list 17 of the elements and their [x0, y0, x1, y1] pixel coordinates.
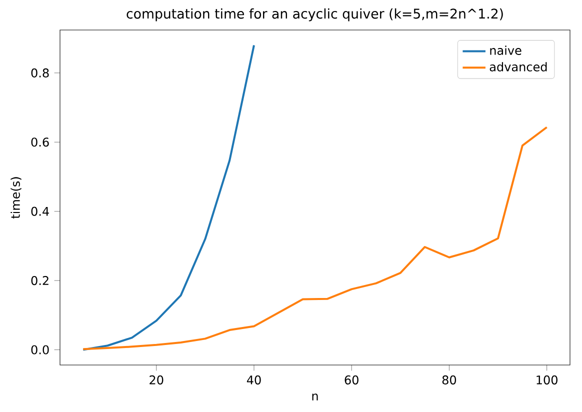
- y-axis-title: time(s): [10, 177, 22, 219]
- y-tick-label: 0.8: [31, 68, 49, 78]
- chart-title: computation time for an acyclic quiver (k=5,m=2n^1.2): [126, 8, 503, 22]
- line-series: [82, 126, 548, 350]
- x-tick-label: 20: [150, 375, 164, 384]
- x-tick-label: 60: [344, 375, 358, 384]
- y-tick-label: 0.2: [31, 276, 48, 286]
- y-tick-label: 0.0: [31, 345, 49, 354]
- x-tick-label: 100: [536, 375, 558, 384]
- legend-label: advanced: [490, 62, 547, 72]
- legend-label: naive: [490, 46, 522, 55]
- x-axis-title: n: [312, 394, 318, 400]
- x-tick-label: 80: [442, 375, 456, 384]
- y-tick-label: 0.4: [31, 206, 49, 216]
- x-tick-label: 40: [246, 375, 261, 384]
- y-tick-label: 0.6: [31, 138, 49, 147]
- line-series: [82, 44, 255, 351]
